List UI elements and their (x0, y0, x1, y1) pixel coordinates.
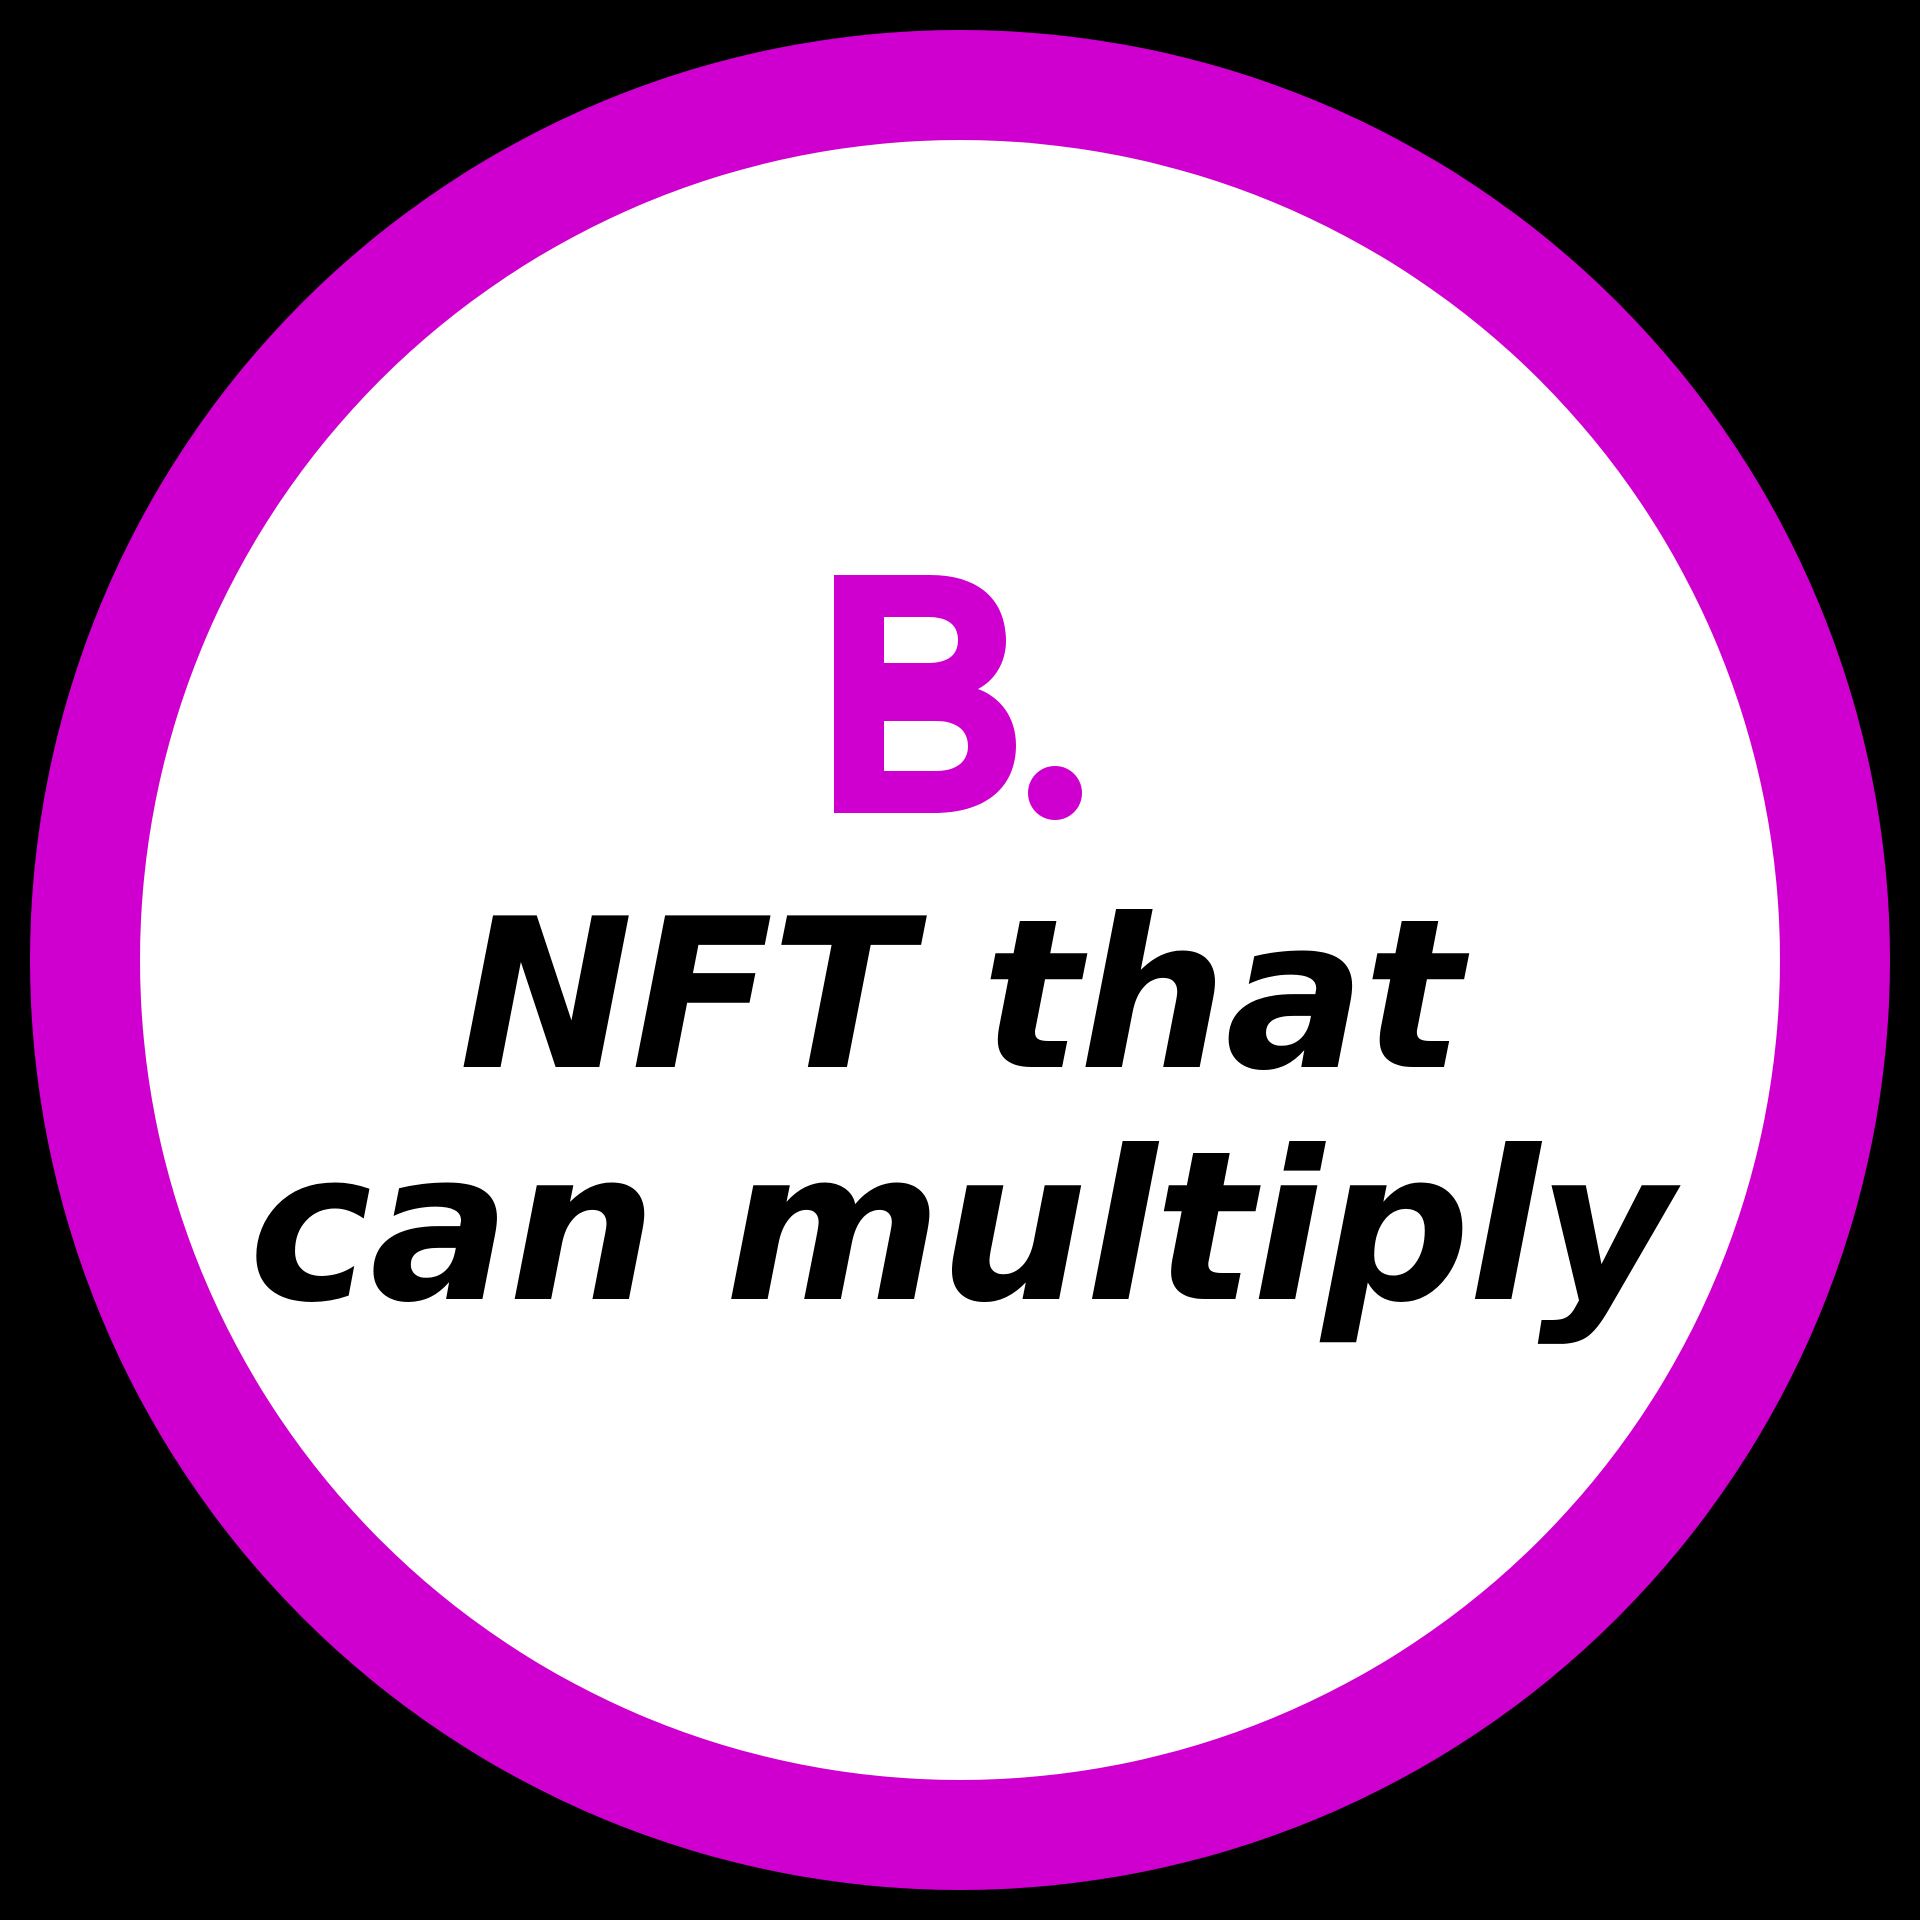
logo-letter-b-shape (834, 575, 1016, 813)
badge-inner-circle (140, 140, 1780, 1780)
tagline-line-1: NFT that (459, 875, 1463, 1117)
tagline: NFT that can multiply (200, 880, 1720, 1344)
brand-logo: B . (810, 575, 1082, 820)
tagline-line-2: can multiply (248, 1107, 1674, 1349)
logo-dot-shape (1028, 766, 1082, 820)
logo-dot: . (810, 575, 811, 576)
logo-letter: B (810, 575, 811, 576)
